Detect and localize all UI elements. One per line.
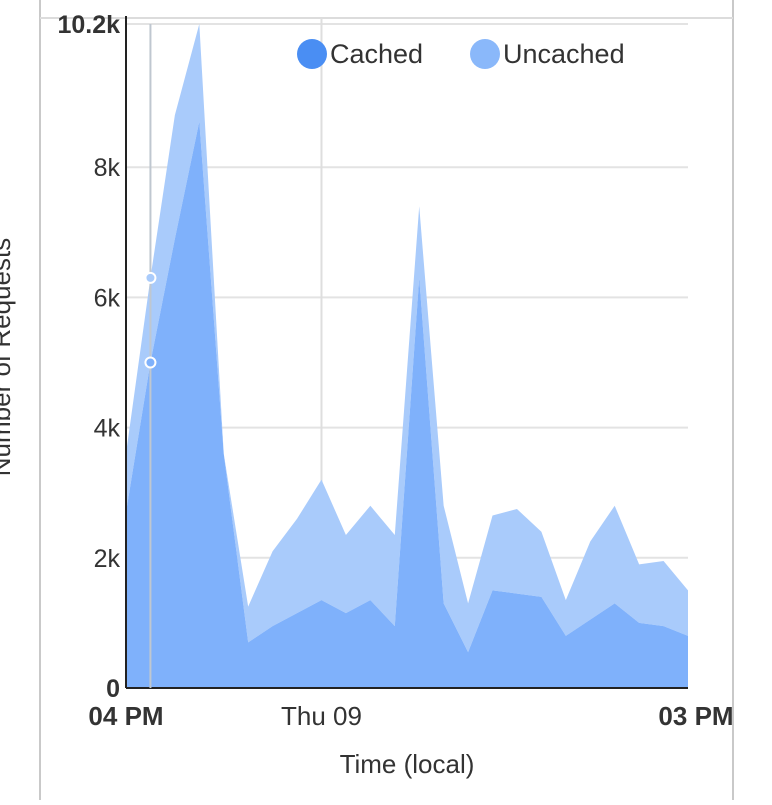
x-tick-label-0: 04 PM	[88, 701, 163, 731]
legend-marker-uncached[interactable]	[470, 39, 500, 69]
hover-dot-uncached	[144, 271, 157, 284]
y-tick-label-4: 8k	[94, 154, 121, 182]
series-areas	[126, 24, 688, 689]
hover-indicator	[144, 24, 157, 688]
y-tick-label-2: 4k	[94, 415, 121, 443]
series-area-cached	[126, 121, 688, 689]
x-tick-label-2: 03 PM	[658, 701, 733, 731]
y-tick-label-5: 10.2k	[57, 11, 120, 39]
legend-label-uncached[interactable]: Uncached	[503, 39, 625, 69]
y-tick-label-3: 6k	[94, 284, 121, 312]
hover-dot-cached	[144, 356, 157, 369]
x-axis-label: Time (local)	[340, 749, 475, 779]
y-axis-label: Number of Requests	[0, 238, 16, 476]
y-tick-label-1: 2k	[94, 545, 121, 573]
legend[interactable]: Cached Uncached	[297, 39, 625, 69]
legend-label-cached[interactable]: Cached	[330, 39, 423, 69]
legend-marker-cached[interactable]	[297, 39, 327, 69]
y-tick-label-0: 0	[106, 675, 120, 703]
series-area-uncached	[126, 24, 688, 653]
x-tick-label-1: Thu 09	[281, 701, 362, 731]
axes: 0 2k 4k 6k 8k 10.2k 04 PM Thu 09 03 PM	[57, 11, 733, 731]
